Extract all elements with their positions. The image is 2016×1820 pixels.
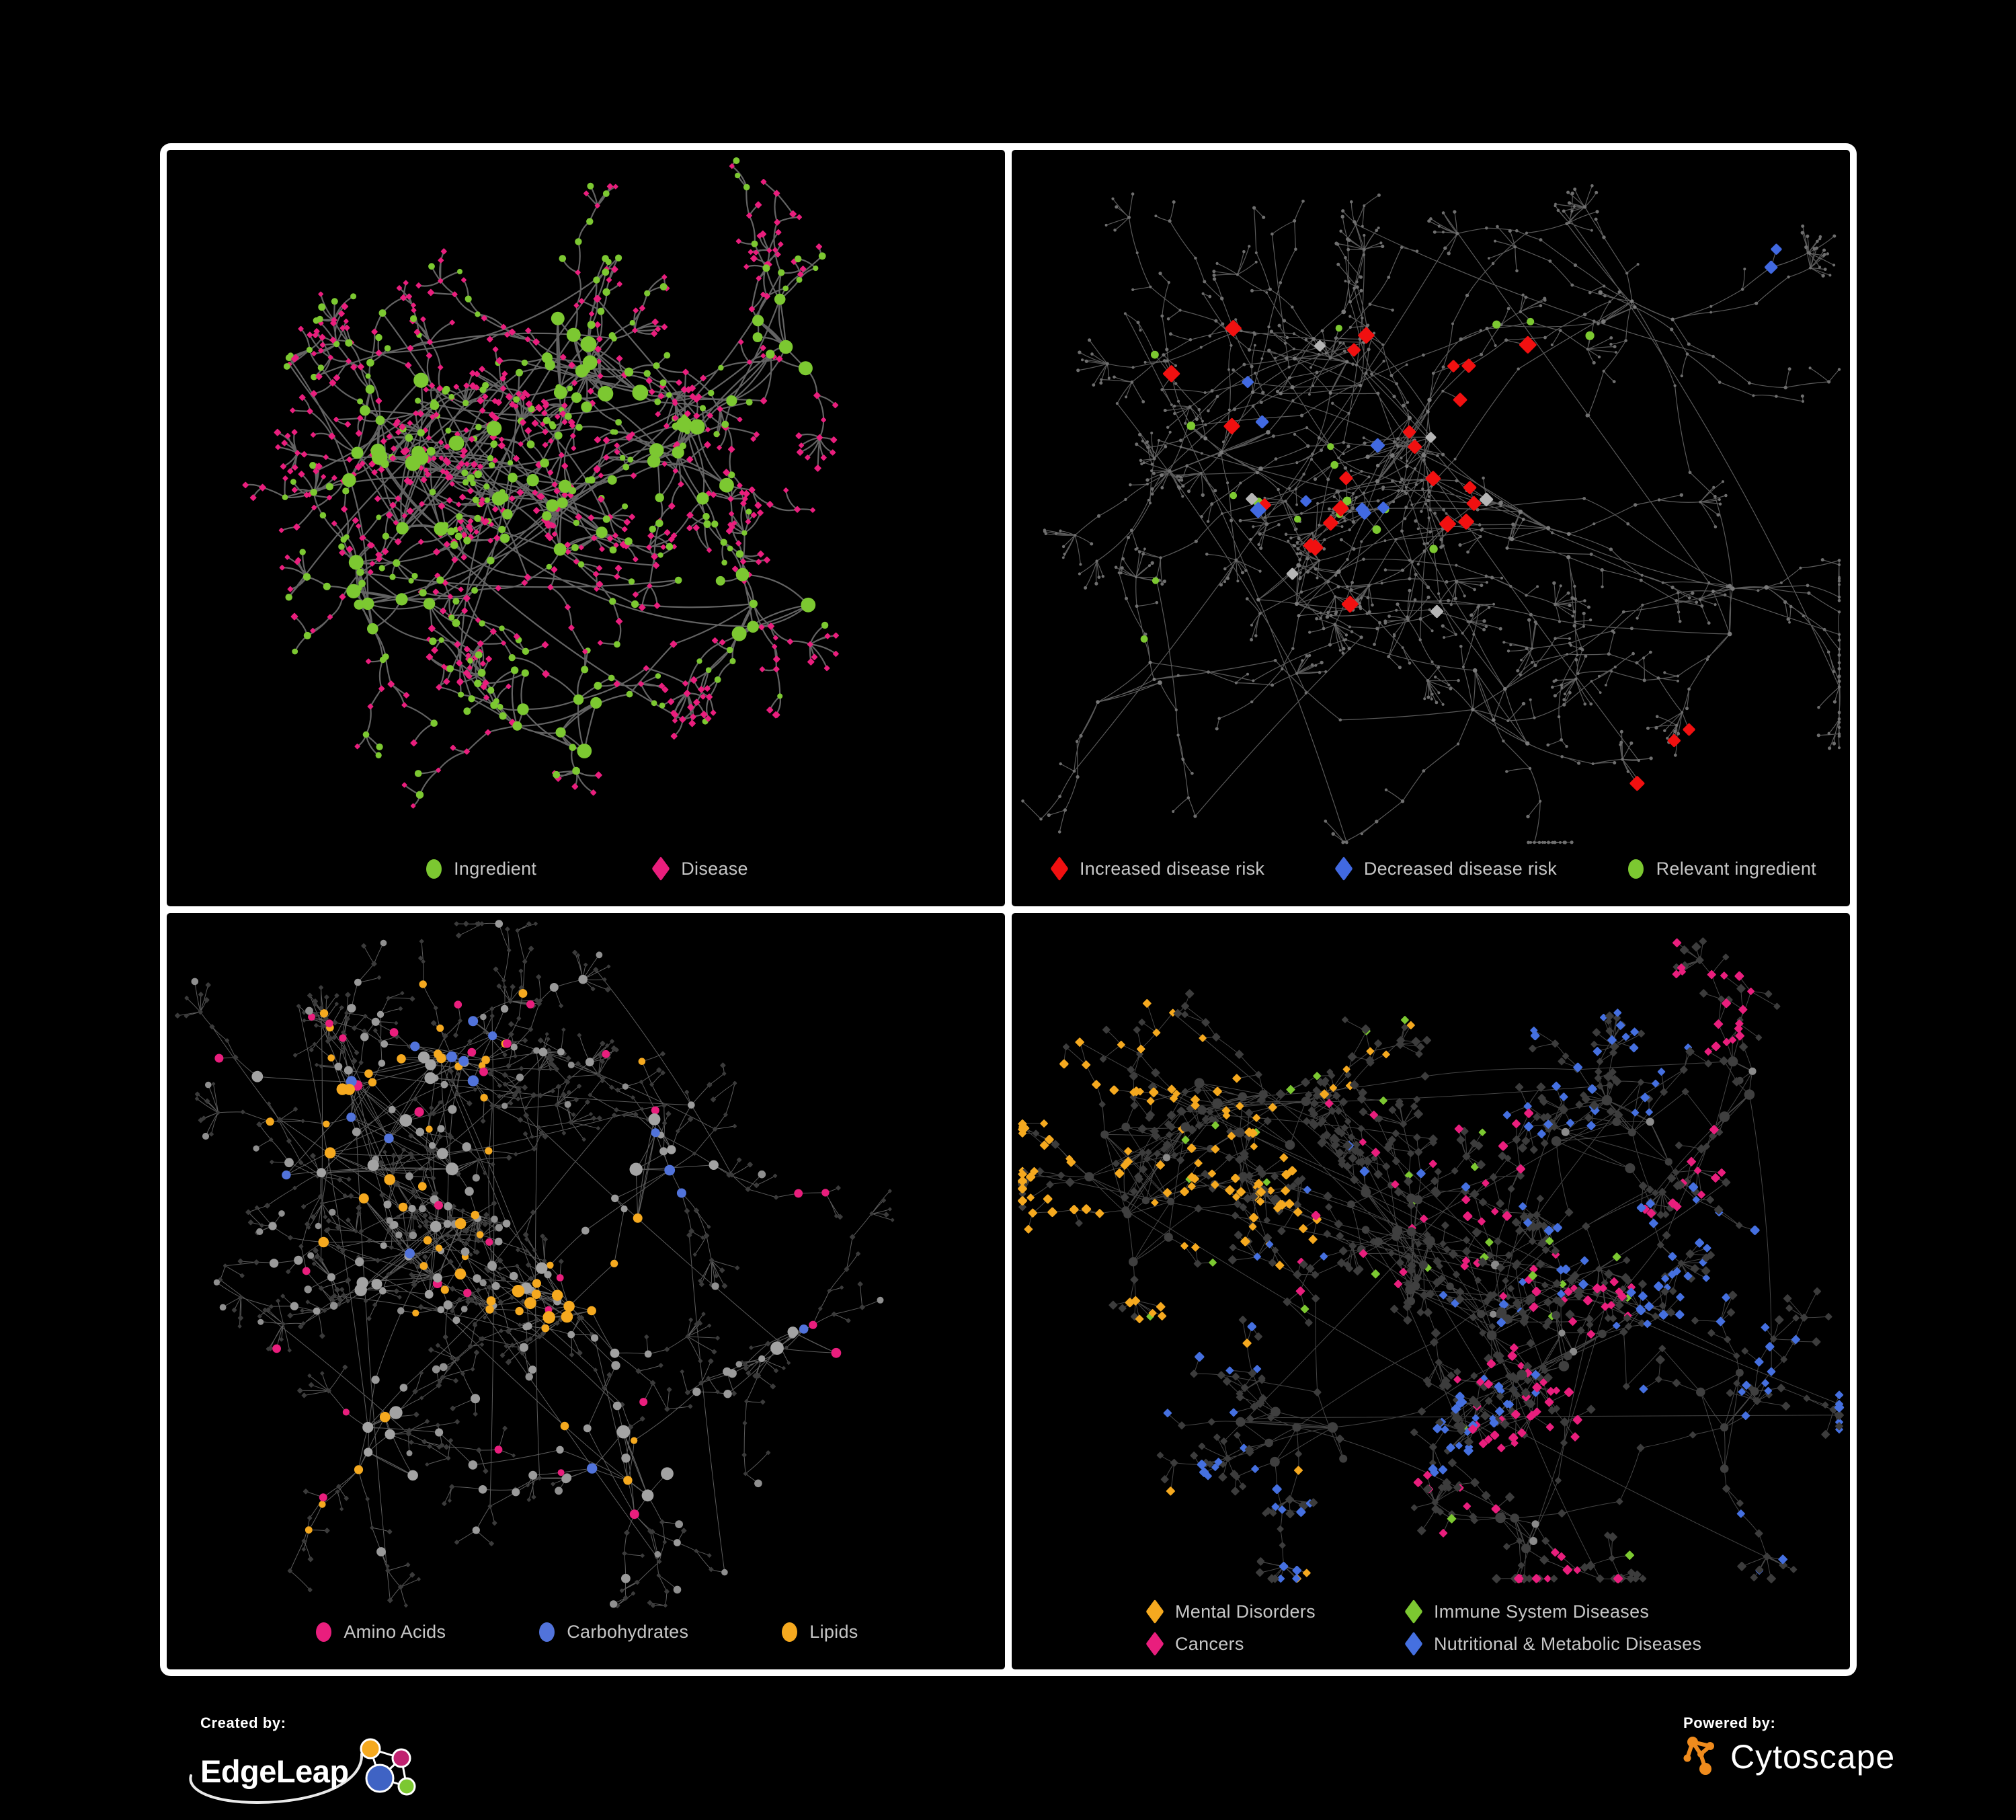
edgeleap-logo-icon	[360, 1738, 416, 1796]
edgeleap-brand: Created by: EdgeLeap	[189, 1714, 426, 1807]
legend-item-ingredient: Ingredient	[424, 858, 536, 879]
legend-item-amino-acids: Amino Acids	[313, 1621, 446, 1643]
powered-by-label: Powered by:	[1683, 1714, 1776, 1731]
panel-ingredient-disease: Ingredient Disease	[167, 150, 1005, 906]
panel-nutrient-categories: Amino Acids Carbohydrates Lipids	[167, 913, 1005, 1669]
legend-item-nutritional-metabolic-diseases: Nutritional & Metabolic Diseases	[1404, 1631, 1702, 1657]
decreased-risk-diamond-icon	[1334, 856, 1354, 881]
legend-item-lipids: Lipids	[779, 1621, 858, 1643]
disease-risk-graph	[1021, 184, 1841, 844]
nutritional-metabolic-diamond-icon	[1404, 1631, 1424, 1657]
legend-label: Immune System Diseases	[1434, 1601, 1650, 1622]
cancers-diamond-icon	[1145, 1631, 1165, 1657]
amino-acids-circle-icon	[313, 1621, 333, 1643]
disease-diamond-icon	[651, 856, 671, 881]
legend-label: Disease	[681, 858, 748, 879]
legend-item-cancers: Cancers	[1145, 1631, 1404, 1657]
legend-item-carbohydrates: Carbohydrates	[536, 1621, 688, 1643]
immune-system-diamond-icon	[1404, 1599, 1424, 1624]
cytoscape-brand: Powered by: Cytoscape	[1683, 1714, 1895, 1778]
legend-label: Decreased disease risk	[1363, 858, 1558, 879]
cytoscape-wordmark: Cytoscape	[1730, 1738, 1896, 1776]
legend-item-decreased-risk: Decreased disease risk	[1334, 856, 1558, 881]
disease-category-graph	[1018, 937, 1845, 1583]
created-by-label: Created by:	[200, 1714, 286, 1731]
ingredient-circle-icon	[424, 858, 444, 879]
carbohydrates-circle-icon	[536, 1621, 557, 1643]
legend-label: Lipids	[809, 1621, 858, 1642]
legend-item-immune-system-diseases: Immune System Diseases	[1404, 1599, 1701, 1624]
legend-label: Relevant ingredient	[1656, 858, 1816, 879]
panel-disease-risk: Increased disease risk Decreased disease…	[1012, 150, 1850, 906]
increased-risk-diamond-icon	[1049, 856, 1070, 881]
legend-disease-risk: Increased disease risk Decreased disease…	[1049, 856, 1816, 881]
edgeleap-lockup: EdgeLeap	[189, 1735, 426, 1807]
legend-label: Increased disease risk	[1080, 858, 1265, 879]
legend-item-disease: Disease	[651, 856, 748, 881]
legend-nutrient-categories: Amino Acids Carbohydrates Lipids	[167, 1621, 1005, 1643]
legend-label: Mental Disorders	[1175, 1601, 1316, 1622]
legend-item-relevant-ingredient: Relevant ingredient	[1626, 858, 1816, 879]
cytoscape-logo-icon	[1683, 1737, 1714, 1775]
legend-item-increased-risk: Increased disease risk	[1049, 856, 1265, 881]
legend-disease-categories: Mental Disorders Immune System Diseases …	[1145, 1599, 1702, 1657]
quad-panel-frame: Ingredient Disease Increased disease ris…	[160, 143, 1857, 1676]
lipids-circle-icon	[779, 1621, 799, 1643]
ingredient-disease-graph	[242, 157, 840, 809]
legend-label: Ingredient	[454, 858, 537, 879]
legend-label: Cancers	[1175, 1633, 1244, 1654]
legend-ingredient-disease: Ingredient Disease	[167, 856, 1005, 881]
edgeleap-wordmark: EdgeLeap	[200, 1753, 349, 1789]
legend-item-mental-disorders: Mental Disorders	[1145, 1599, 1404, 1624]
relevant-ingredient-circle-icon	[1626, 858, 1646, 879]
nutrient-category-graph	[174, 920, 895, 1609]
mental-disorders-diamond-icon	[1145, 1599, 1165, 1624]
legend-label: Nutritional & Metabolic Diseases	[1434, 1633, 1702, 1654]
cytoscape-lockup: Cytoscape	[1683, 1735, 1895, 1778]
panel-disease-categories: Mental Disorders Immune System Diseases …	[1012, 913, 1850, 1669]
legend-label: Carbohydrates	[567, 1621, 689, 1642]
legend-label: Amino Acids	[344, 1621, 446, 1642]
